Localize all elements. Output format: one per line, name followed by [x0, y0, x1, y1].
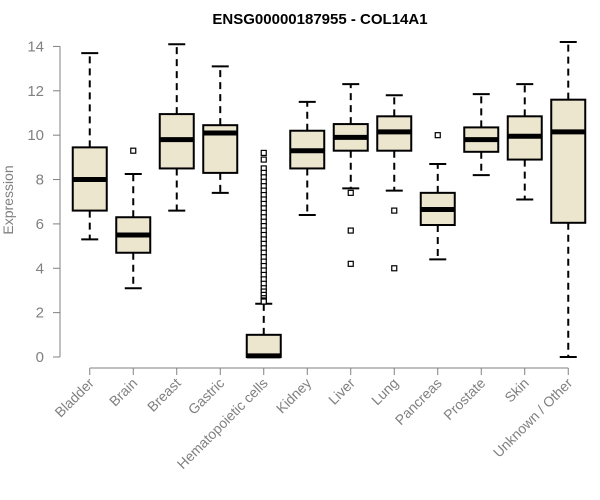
x-tick-label: Gastric [185, 375, 228, 418]
x-tick-label: Skin [501, 375, 532, 406]
x-tick-label: Lung [368, 375, 401, 408]
outlier-point [347, 260, 354, 267]
y-tick-label: 14 [27, 38, 44, 55]
chart-title: ENSG00000187955 - COL14A1 [212, 11, 427, 28]
box-group [376, 94, 413, 272]
y-tick-label: 10 [27, 127, 44, 144]
outlier-point [130, 147, 137, 154]
x-tick-label: Pancreas [392, 375, 445, 428]
outlier-point [347, 227, 354, 234]
outlier-point [434, 132, 441, 139]
x-tick-label: Kidney [273, 375, 315, 417]
y-axis-label: Expression [0, 165, 16, 234]
x-tick-label: Breast [144, 375, 184, 415]
outlier-point [260, 298, 267, 305]
outlier-point [260, 156, 267, 163]
outlier-point [391, 265, 398, 272]
y-tick-label: 4 [36, 260, 44, 277]
box-group [158, 43, 195, 212]
outlier-point [347, 189, 354, 196]
y-tick-label: 8 [36, 172, 44, 189]
box-group [550, 41, 587, 358]
x-tick-label: Prostate [440, 375, 488, 423]
box-group [506, 83, 543, 201]
box-group [463, 93, 500, 177]
boxes-group [71, 41, 587, 359]
box-group [115, 147, 152, 290]
y-tick-label: 2 [36, 305, 44, 322]
box-group [332, 83, 369, 267]
x-tick-label: Unknown / Other [490, 375, 576, 461]
box-group [289, 100, 326, 217]
box-iqr [550, 98, 587, 224]
x-tick-label: Brain [106, 375, 140, 409]
y-axis: 0 2 4 6 8 10 12 14 [27, 38, 61, 366]
box-group [71, 52, 108, 241]
y-tick-label: 0 [36, 349, 44, 366]
y-tick-label: 6 [36, 216, 44, 233]
y-tick-label: 12 [27, 83, 44, 100]
box-group [245, 149, 282, 359]
outlier-point [260, 149, 267, 157]
x-tick-label: Liver [325, 375, 358, 408]
box-group [419, 132, 456, 261]
box-group [202, 65, 239, 194]
outlier-point [391, 207, 398, 214]
x-tick-label: Bladder [51, 375, 97, 421]
